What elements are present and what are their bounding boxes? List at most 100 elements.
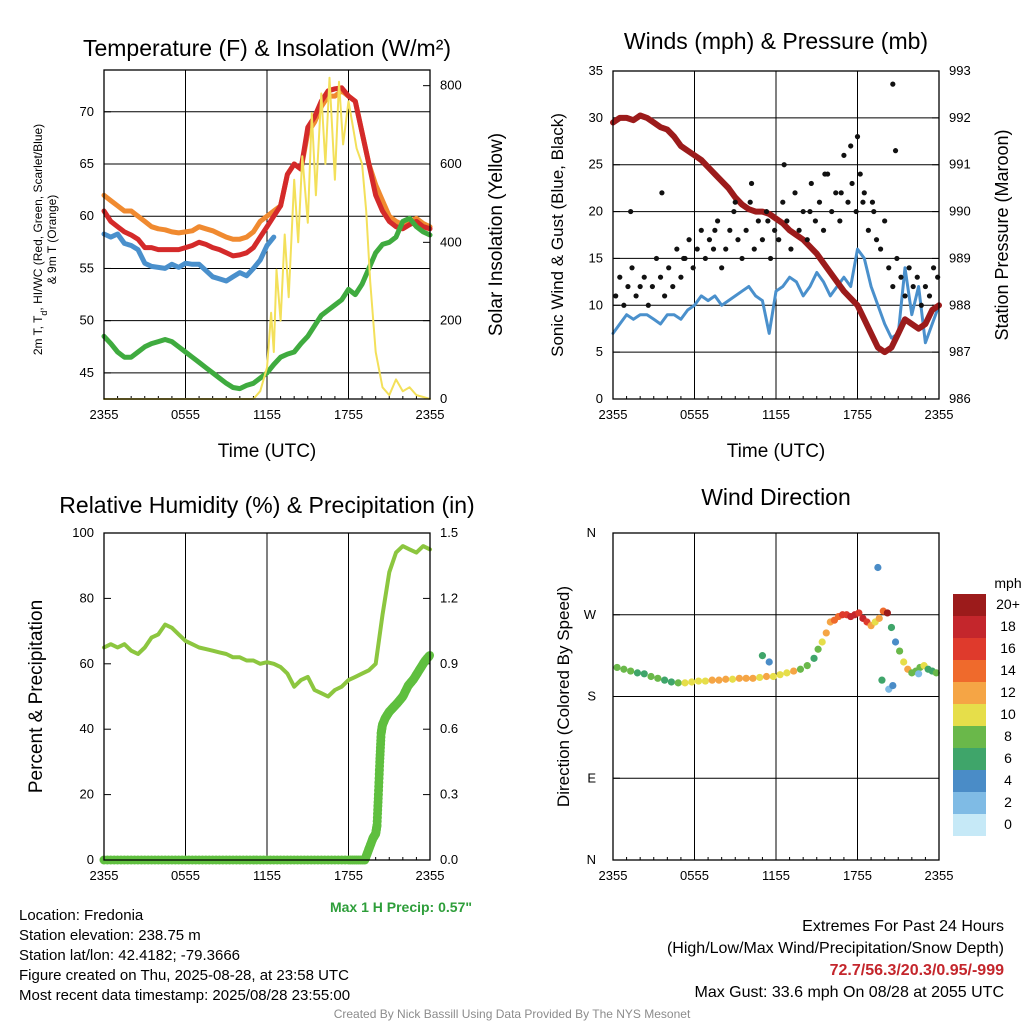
precip-point <box>424 651 434 661</box>
gust-point <box>853 208 859 215</box>
direction-point <box>769 672 777 681</box>
dir-title: Wind Direction <box>701 484 851 510</box>
rh-xtick-label: 2355 <box>416 868 445 883</box>
gust-point <box>712 227 718 233</box>
gust-point <box>890 283 896 290</box>
legend-label: 16 <box>1000 640 1016 656</box>
temp-title: Temperature (F) & Insolation (W/m²) <box>83 35 451 61</box>
gust-point <box>739 255 745 262</box>
temp-ylabel-2: & 9m T (Orange) <box>45 195 59 285</box>
gust-point <box>865 227 871 233</box>
dir-xtick-label: 2355 <box>599 868 628 883</box>
legend-swatch <box>953 616 986 638</box>
direction-point <box>647 672 655 681</box>
gust-point <box>792 190 798 196</box>
wind-xtick-label: 2355 <box>599 407 628 422</box>
temp-xtick-label: 1155 <box>253 407 281 422</box>
gust-point <box>894 255 900 262</box>
gust-point <box>617 274 623 280</box>
temp-series-3 <box>101 215 433 392</box>
wind-y2tick-label: 992 <box>949 110 971 125</box>
gust-point <box>780 199 786 205</box>
temp-xlabel: Time (UTC) <box>218 441 317 462</box>
legend-swatch <box>953 770 986 792</box>
direction-point <box>688 678 696 686</box>
wind-ytick-label: 25 <box>589 157 603 172</box>
credit-line: Created By Nick Bassill Using Data Provi… <box>333 1007 691 1021</box>
gust-point <box>926 293 933 299</box>
direction-point <box>790 667 798 675</box>
temp-ytick-label: 50 <box>80 313 94 328</box>
gust-point <box>628 208 634 215</box>
legend-label: 2 <box>1004 794 1012 810</box>
gust-point <box>800 208 806 215</box>
direction-point <box>891 638 900 646</box>
gust-point <box>910 283 916 290</box>
gust-point <box>930 265 937 271</box>
gust-point <box>659 190 665 196</box>
temp-y2tick-label: 600 <box>440 156 462 171</box>
wind-ytick-label: 30 <box>589 110 603 125</box>
direction-point <box>620 665 628 673</box>
wind-ytick-label: 10 <box>589 297 603 312</box>
wind-title: Winds (mph) & Pressure (mb) <box>624 28 928 54</box>
gust-point <box>714 218 721 224</box>
legend-label: 0 <box>1004 816 1012 832</box>
gust-point <box>838 190 844 196</box>
direction-point <box>932 669 940 677</box>
wind-y2tick-label: 993 <box>949 63 971 78</box>
gust-point <box>829 208 835 215</box>
gust-point <box>743 227 749 233</box>
dir-frame <box>612 532 940 861</box>
gust-point <box>918 302 924 308</box>
gust-point <box>670 283 676 290</box>
gust-point <box>649 283 655 290</box>
wind-ytick-label: 15 <box>589 250 603 265</box>
rh-ylabel: Percent & Precipitation <box>26 600 47 793</box>
direction-point <box>715 676 723 684</box>
gust-point <box>857 171 863 177</box>
direction-point <box>855 609 863 617</box>
temp-ytick-label: 55 <box>80 260 94 275</box>
dir-ytick-label: S <box>587 689 596 704</box>
direction-point <box>742 674 750 682</box>
gust-point <box>807 208 813 215</box>
gust-point <box>849 180 855 187</box>
direction-point <box>762 672 771 681</box>
gust-point <box>808 180 814 187</box>
legend-swatch <box>953 792 986 814</box>
dir-ytick-label: N <box>587 852 596 867</box>
gust-point <box>723 246 729 252</box>
rh-series-0 <box>102 544 432 699</box>
direction-point <box>878 676 886 684</box>
wind-xtick-label: 0555 <box>680 407 709 422</box>
direction-point <box>887 623 896 632</box>
direction-point <box>883 609 891 617</box>
wind-xtick-label: 2355 <box>925 407 954 422</box>
gust-point <box>886 265 892 271</box>
gust-point <box>702 255 708 262</box>
gust-point <box>902 293 908 299</box>
direction-point <box>722 675 730 683</box>
gust-point <box>690 265 696 271</box>
temp-xtick-label: 2355 <box>90 407 119 422</box>
gust-point <box>759 237 766 243</box>
gust-point <box>681 255 687 262</box>
legend-label: 10 <box>1000 706 1016 722</box>
gust-point <box>848 143 854 149</box>
temp-xtick-label: 2355 <box>416 407 445 422</box>
legend-swatch <box>953 814 986 836</box>
gust-point <box>877 246 884 252</box>
legend-label: 6 <box>1004 750 1012 766</box>
gust-point <box>657 274 664 280</box>
wind-xlabel: Time (UTC) <box>727 441 826 462</box>
direction-point <box>735 674 743 682</box>
direction-point <box>875 614 883 622</box>
extremes-subtitle: (High/Low/Max Wind/Precipitation/Snow De… <box>666 940 1004 957</box>
dir-xtick-label: 1755 <box>843 868 872 883</box>
max-gust: Max Gust: 33.6 mph On 08/28 at 2055 UTC <box>694 984 1005 1001</box>
gust-point <box>788 246 794 252</box>
rh-xtick-label: 1155 <box>253 868 281 883</box>
meta-recent: Most recent data timestamp: 2025/08/28 2… <box>19 987 351 1004</box>
temp-y2tick-label: 0 <box>440 391 447 406</box>
